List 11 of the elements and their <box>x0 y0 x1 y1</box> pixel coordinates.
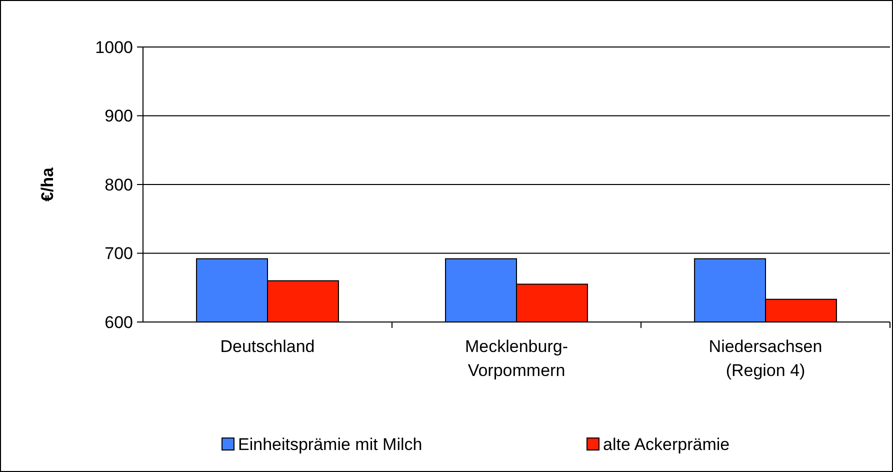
x-tick-label: Mecklenburg- Vorpommern <box>465 337 568 380</box>
x-tick-label: Deutschland <box>220 337 315 356</box>
y-tick-label: 800 <box>104 175 133 194</box>
y-tick-label: 1000 <box>95 38 133 57</box>
y-tick-label: 600 <box>104 312 133 332</box>
legend-label: alte Ackerprämie <box>603 435 730 454</box>
legend-label: Einheitsprämie mit Milch <box>238 435 422 454</box>
y-tick-label: 700 <box>104 244 133 264</box>
x-tick-label: Niedersachsen (Region 4) <box>708 337 822 380</box>
y-axis-title: €/ha <box>38 166 57 202</box>
y-tick-label: 900 <box>104 106 133 126</box>
